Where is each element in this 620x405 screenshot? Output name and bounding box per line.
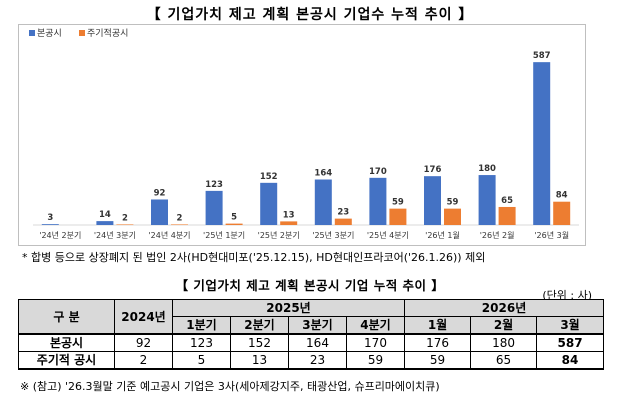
data-label: 123 [205,180,223,190]
table-subheader-row: 1분기 2분기 3분기 4분기 1월 2월 3월 [19,316,605,335]
table-cell: 59 [404,351,472,370]
bar-periodic-disclosure [444,208,461,225]
data-label: 65 [501,196,513,206]
header-corner: 구 분 [18,299,115,335]
header-2026-m1: 1월 [404,316,472,335]
row-label: 본공시 [18,333,115,352]
table-cell: 587 [536,333,605,352]
table-header-row: 구 분 2024년 2025년 2026년 [18,299,605,335]
data-label: 164 [314,169,332,179]
header-2026: 2026년 [404,299,605,317]
bar-periodic-disclosure [389,208,407,225]
x-tick-label: '24년 4분기 [148,230,190,240]
header-2024: 2024년 [114,299,173,335]
data-label: 587 [533,51,551,61]
table-cell: 65 [470,351,538,370]
bar-main-disclosure [260,182,278,225]
data-label: 2 [177,213,183,223]
header-2025-q3: 3분기 [288,316,347,335]
chart-footnote: * 합병 등으로 상장폐지 된 법인 2사(HD현대미포('25.12.15),… [22,251,486,264]
table-title: 【 기업가치 제고 계획 본공시 기업 누적 추이 】 [175,278,445,293]
bar-main-disclosure [41,224,59,225]
legend-swatch [79,30,85,36]
table-cell: 176 [404,333,472,352]
chart-canvas: 본공시 주기적공시 3 '24년 2분기 14 2 '24년 3분기 92 2 '24년 4분기 1… [29,27,579,240]
bar-chart: 본공시 주기적공시 3 '24년 2분기 14 2 '24년 3분기 92 2 '24년 4분기 1… [18,24,586,246]
table-cell: 164 [288,333,347,352]
table-cell: 59 [345,351,406,370]
x-tick-label: '26년 3월 [534,230,569,240]
bar-main-disclosure [151,199,168,225]
header-2025: 2025년 [171,299,406,317]
data-label: 92 [154,188,166,198]
table-cell: 2 [114,351,173,370]
x-tick-label: '25년 3분기 [312,230,354,240]
bar-periodic-disclosure [498,206,516,225]
bar-main-disclosure [424,176,441,225]
x-tick-label: '24년 2분기 [39,230,81,240]
legend-label: 주기적공시 [87,27,128,39]
bar-main-disclosure [205,190,223,225]
data-label: 23 [337,208,349,218]
data-label: 84 [556,191,568,201]
table-cell: 123 [172,333,231,352]
bar-main-disclosure [369,177,387,225]
header-2026-m2: 2월 [470,316,538,335]
x-tick-label: '25년 4분기 [367,230,409,240]
table-row: 본공시 92 123 152 164 170 176 180 587 [18,333,605,352]
data-label: 59 [447,198,459,208]
data-label: 3 [47,213,53,223]
legend-swatch [29,30,35,36]
header-2025-q1: 1분기 [172,316,231,335]
x-tick-label: '24년 3분기 [94,230,136,240]
bar-periodic-disclosure [225,223,243,225]
bar-periodic-disclosure [280,221,298,225]
row-label: 주기적 공시 [18,351,115,370]
data-label: 5 [231,213,237,223]
header-2025-q2: 2분기 [230,316,289,335]
table-cell: 180 [470,333,538,352]
data-label: 59 [392,198,404,208]
data-label: 176 [424,165,442,175]
data-label: 2 [122,213,128,223]
unit-label: (단위 : 사) [542,289,592,302]
header-2025-q4: 4분기 [345,316,406,335]
bar-periodic-disclosure [553,201,571,225]
x-tick-label: '26년 2월 [480,230,515,240]
bar-main-disclosure [478,175,496,225]
table-cell: 13 [230,351,289,370]
data-label: 180 [478,164,496,174]
bar-periodic-disclosure [334,218,352,225]
header-2026-m3: 3월 [536,316,605,335]
data-label: 170 [369,167,387,177]
bar-main-disclosure [533,62,551,225]
table-cell: 5 [172,351,231,370]
chart-title: 【 기업가치 제고 계획 본공시 기업수 누적 추이 】 [146,7,474,23]
table-cell: 92 [114,333,173,352]
legend-label: 본공시 [37,28,62,39]
table-cell: 152 [230,333,289,352]
data-label: 14 [99,210,111,220]
data-label: 152 [260,172,278,182]
table-cell: 170 [345,333,406,352]
x-tick-label: '25년 1분기 [203,230,245,240]
bar-main-disclosure [96,221,114,225]
table-footnote: ※ (참고) '26.3월말 기준 예고공시 기업은 3사(세아제강지주, 태광… [20,380,440,393]
data-table: 구 분 2024년 2025년 2026년 1분기 2분기 3분기 4분기 1월… [18,299,605,370]
table-row: 주기적 공시 2 5 13 23 59 59 65 84 [18,351,605,370]
table-cell: 23 [288,351,347,370]
bar-periodic-disclosure [171,224,188,225]
bar-periodic-disclosure [116,224,134,225]
x-tick-label: '26년 1월 [425,230,460,240]
table-cell: 84 [536,351,605,370]
x-tick-label: '25년 2분기 [258,230,300,240]
bar-main-disclosure [314,179,332,225]
data-label: 13 [283,210,295,220]
